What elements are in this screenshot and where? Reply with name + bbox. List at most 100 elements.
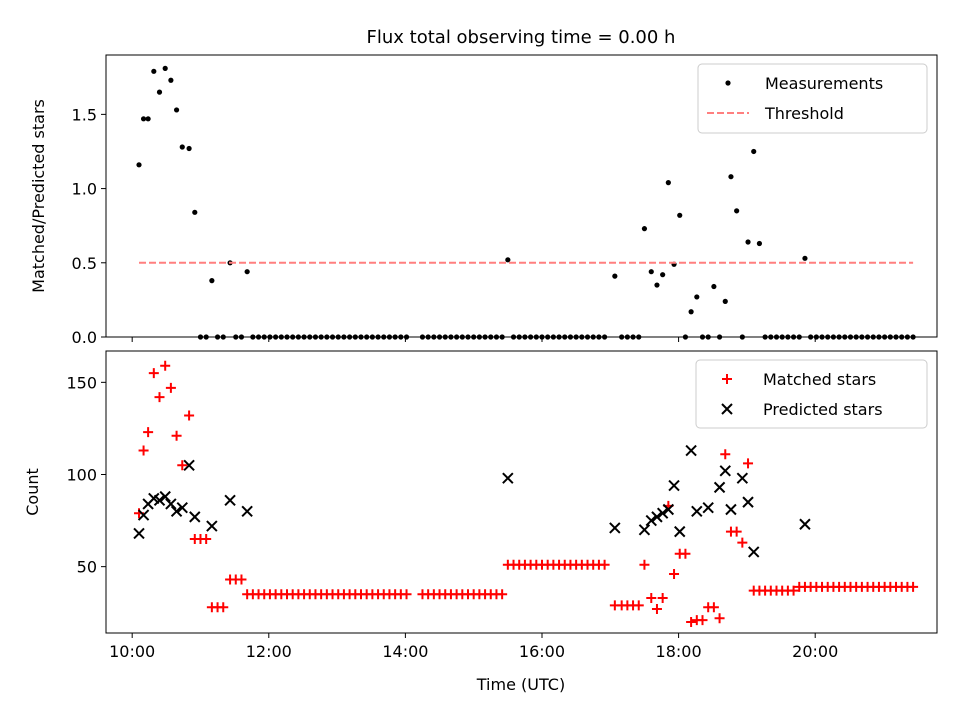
- measurement-point: [612, 273, 618, 279]
- predicted-stars-point: [725, 503, 737, 516]
- predicted-stars-point: [662, 503, 675, 516]
- matched-stars-point: [401, 589, 412, 600]
- measurement-point: [745, 239, 751, 245]
- legend-measurements-label: Measurements: [765, 74, 883, 93]
- matched-stars-point: [731, 526, 742, 537]
- matched-stars-point: [160, 360, 171, 371]
- matched-stars-point: [184, 410, 195, 421]
- bottom-x-tick-label-5: 20:00: [792, 642, 838, 661]
- matched-stars-point: [657, 592, 668, 603]
- matched-stars-point: [680, 548, 691, 559]
- measurement-point: [688, 309, 694, 315]
- measurement-point: [136, 162, 142, 168]
- predicted-stars-point: [748, 546, 760, 558]
- matched-stars-point: [218, 602, 229, 613]
- top-plot-frame: [105, 54, 938, 338]
- matched-stars-point: [737, 537, 748, 548]
- predicted-stars-point: [183, 459, 195, 471]
- bottom-y-tick-label-1: 100: [66, 465, 97, 484]
- matched-stars-point: [143, 427, 154, 438]
- measurement-point: [140, 116, 147, 122]
- predicted-stars-point: [224, 494, 236, 507]
- predicted-stars-point: [137, 509, 150, 521]
- matched-stars-point: [708, 602, 719, 613]
- top-y-ticks: 0.0 0.5 1.0 1.5: [72, 105, 106, 347]
- measurement-point: [711, 283, 717, 290]
- measurement-point: [168, 77, 174, 83]
- top-legend: Measurements Threshold: [697, 63, 928, 134]
- predicted-stars-point: [736, 472, 749, 484]
- top-y-tick-label-0: 0.0: [72, 328, 97, 347]
- predicted-stars-point: [674, 525, 686, 538]
- measurement-point: [728, 174, 734, 180]
- measurement-point: [156, 89, 163, 95]
- x-axis-label: Time (UTC): [476, 675, 565, 694]
- legend-predicted-marker: [721, 403, 733, 415]
- matched-stars-point: [177, 460, 188, 471]
- matched-stars-point: [908, 581, 919, 592]
- legend-threshold-label: Threshold: [764, 104, 844, 123]
- bottom-x-tick-label-2: 14:00: [382, 642, 428, 661]
- predicted-stars-point: [133, 527, 145, 540]
- measurement-point: [244, 269, 250, 275]
- top-y-tick-label-1: 0.5: [72, 254, 97, 273]
- legend-measurements-marker: [725, 80, 731, 86]
- matched-stars-point: [138, 445, 149, 456]
- legend-matched-label: Matched stars: [763, 370, 876, 389]
- measurement-point: [173, 107, 180, 113]
- bottom-marks: [133, 360, 919, 627]
- measurement-point: [641, 226, 648, 232]
- predicted-stars-point: [502, 472, 514, 484]
- measurement-point: [660, 272, 666, 278]
- measurement-point: [209, 278, 215, 284]
- matched-stars-point: [201, 534, 212, 544]
- predicted-stars-point: [241, 505, 253, 518]
- matched-stars-point: [171, 430, 182, 441]
- predicted-stars-point: [638, 524, 651, 536]
- measurement-point: [151, 68, 157, 74]
- predicted-stars-point: [159, 490, 171, 503]
- top-y-tick-label-3: 1.5: [72, 105, 97, 124]
- measurement-point: [162, 65, 168, 71]
- bottom-x-ticks: 10:00 12:00 14:00 16:00 18:00 20:00: [109, 633, 838, 661]
- predicted-stars-point: [651, 511, 663, 523]
- measurement-point: [734, 208, 740, 214]
- predicted-stars-point: [176, 501, 188, 514]
- matched-stars-point: [669, 569, 680, 580]
- matched-stars-point: [154, 392, 165, 403]
- bottom-x-tick-label-3: 16:00: [519, 642, 565, 661]
- matched-stars-point: [599, 559, 610, 570]
- top-panel: 0.0 0.5 1.0 1.5 Matched/Predicted stars Mea…: [29, 54, 938, 347]
- matched-stars-point: [743, 458, 754, 469]
- measurement-point: [505, 257, 511, 263]
- matched-stars-point: [236, 574, 247, 585]
- matched-stars-point: [165, 382, 176, 393]
- matched-stars-point: [720, 449, 731, 460]
- measurement-point: [654, 282, 660, 288]
- measurement-point: [192, 209, 198, 215]
- measurement-point: [186, 145, 192, 152]
- predicted-stars-point: [206, 520, 218, 532]
- measurement-point: [648, 269, 654, 275]
- predicted-stars-point: [799, 518, 811, 530]
- measurement-point: [677, 212, 683, 218]
- predicted-stars-point: [153, 494, 166, 507]
- predicted-stars-point: [713, 481, 726, 494]
- measurement-point: [665, 180, 671, 186]
- measurement-point: [751, 148, 757, 155]
- measurement-point: [802, 255, 808, 261]
- bottom-x-tick-label-1: 12:00: [246, 642, 292, 661]
- measurement-point: [145, 116, 151, 122]
- matched-stars-point: [497, 589, 508, 600]
- chart-title: Flux total observing time = 0.00 h: [367, 27, 676, 48]
- predicted-stars-point: [685, 444, 697, 457]
- bottom-x-tick-label-4: 18:00: [656, 642, 702, 661]
- matched-stars-point: [686, 616, 697, 627]
- bottom-y-axis-label: Count: [23, 468, 42, 516]
- legend-predicted-label: Predicted stars: [763, 400, 883, 419]
- predicted-stars-point: [170, 505, 183, 518]
- measurement-point: [756, 240, 763, 247]
- matched-stars-point: [651, 604, 662, 615]
- bottom-y-ticks: 50 100 150: [66, 373, 106, 577]
